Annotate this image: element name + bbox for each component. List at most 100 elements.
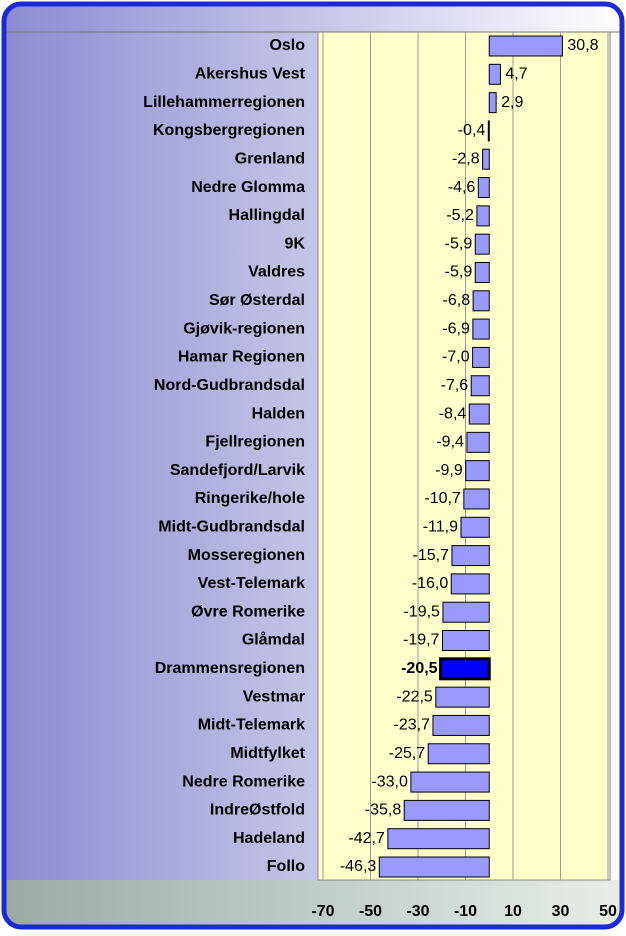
bar <box>477 177 490 199</box>
value-label: -4,6 <box>448 179 476 196</box>
value-label: -23,7 <box>393 717 430 734</box>
value-label: -11,9 <box>423 518 458 535</box>
category-label: Halden <box>252 405 305 422</box>
category-label: Hamar Regionen <box>178 349 305 366</box>
value-label: -15,7 <box>412 547 449 564</box>
category-label: Fjellregionen <box>205 434 305 451</box>
x-tick-label: -50 <box>359 903 382 920</box>
value-label: -7,6 <box>441 377 469 394</box>
category-label: Follo <box>267 858 305 875</box>
bar <box>432 714 490 736</box>
bar <box>470 375 490 397</box>
bar <box>487 120 490 142</box>
category-label: Mosseregionen <box>188 547 305 564</box>
category-label: Nord-Gudbrandsdal <box>154 377 305 394</box>
value-label: -2,8 <box>452 150 480 167</box>
bar <box>442 601 490 623</box>
category-label: Nedre Romerike <box>182 773 305 790</box>
category-label: Vest-Telemark <box>198 575 305 592</box>
category-label: Midt-Gudbrandsdal <box>158 518 305 535</box>
value-label: -25,7 <box>389 745 426 762</box>
value-label: -16,0 <box>412 575 449 592</box>
bar <box>472 346 490 368</box>
bar <box>435 686 490 708</box>
bar <box>378 856 490 878</box>
x-tick-label: -10 <box>454 903 477 920</box>
x-tick-label: 30 <box>552 903 570 920</box>
value-label: -33,0 <box>371 773 408 790</box>
category-label: Sandefjord/Larvik <box>170 462 305 479</box>
value-label: -5,9 <box>445 235 473 252</box>
x-tick-label: 10 <box>504 903 522 920</box>
bar <box>465 460 490 482</box>
category-label: Glåmdal <box>242 631 305 649</box>
category-label: Sør Østerdal <box>209 292 305 309</box>
value-label: -6,8 <box>443 292 471 309</box>
value-label: -19,7 <box>403 632 440 649</box>
value-label: 30,8 <box>567 37 598 54</box>
category-label: Oslo <box>269 37 305 54</box>
value-label: 4,7 <box>505 66 527 83</box>
category-label: Drammensregionen <box>155 660 305 677</box>
value-label: -46,3 <box>340 858 377 875</box>
value-label: -0,4 <box>458 122 486 139</box>
value-label: -8,4 <box>439 405 467 422</box>
value-label: -9,9 <box>435 462 463 479</box>
value-label: -5,2 <box>446 207 474 224</box>
bar <box>450 573 490 595</box>
value-label: -20,5 <box>401 660 438 677</box>
bar <box>441 630 490 652</box>
bar <box>451 545 490 567</box>
bar <box>482 148 490 170</box>
bar <box>463 488 490 510</box>
bar <box>472 318 490 340</box>
bar <box>474 233 490 255</box>
bar <box>403 799 490 821</box>
value-label: 2,9 <box>501 94 523 111</box>
category-label: Hallingdal <box>229 207 305 224</box>
value-label: -35,8 <box>365 802 402 819</box>
bar <box>460 516 490 538</box>
category-label: 9K <box>285 235 306 252</box>
value-label: -6,9 <box>442 320 470 337</box>
value-label: -42,7 <box>348 830 385 847</box>
bar <box>427 743 490 765</box>
bar <box>439 657 491 681</box>
bar <box>488 92 497 114</box>
axis-band <box>5 880 621 926</box>
category-label: Midt-Telemark <box>198 717 305 734</box>
category-label: Hadeland <box>233 830 305 847</box>
value-label: -10,7 <box>424 490 461 507</box>
category-label: Valdres <box>248 264 305 281</box>
category-label: Gjøvik-regionen <box>183 320 305 337</box>
bar <box>488 63 501 85</box>
bar <box>410 771 490 793</box>
x-tick-label: -70 <box>311 903 334 920</box>
category-label: Vestmar <box>243 688 305 705</box>
bar <box>468 403 490 425</box>
category-label: Nedre Glomma <box>191 179 305 196</box>
value-label: -9,4 <box>436 434 464 451</box>
category-label: Kongsbergregionen <box>153 122 305 139</box>
category-label: Øvre Romerike <box>191 603 305 620</box>
category-label: Lillehammerregionen <box>143 94 305 111</box>
bar <box>472 290 490 312</box>
category-label: Ringerike/hole <box>195 490 305 507</box>
value-label: -5,9 <box>445 264 473 281</box>
bar <box>387 828 490 850</box>
x-tick-label: -30 <box>406 903 429 920</box>
bar <box>476 205 490 227</box>
category-label: Midtfylket <box>230 745 305 762</box>
bar <box>474 261 490 283</box>
category-label: Grenland <box>235 150 305 167</box>
x-tick-label: 50 <box>599 903 617 920</box>
plot-area <box>317 31 611 881</box>
value-label: -7,0 <box>442 349 470 366</box>
category-label: Akershus Vest <box>195 66 306 83</box>
bar <box>466 431 490 453</box>
bar <box>488 35 563 57</box>
value-label: -22,5 <box>396 688 433 705</box>
